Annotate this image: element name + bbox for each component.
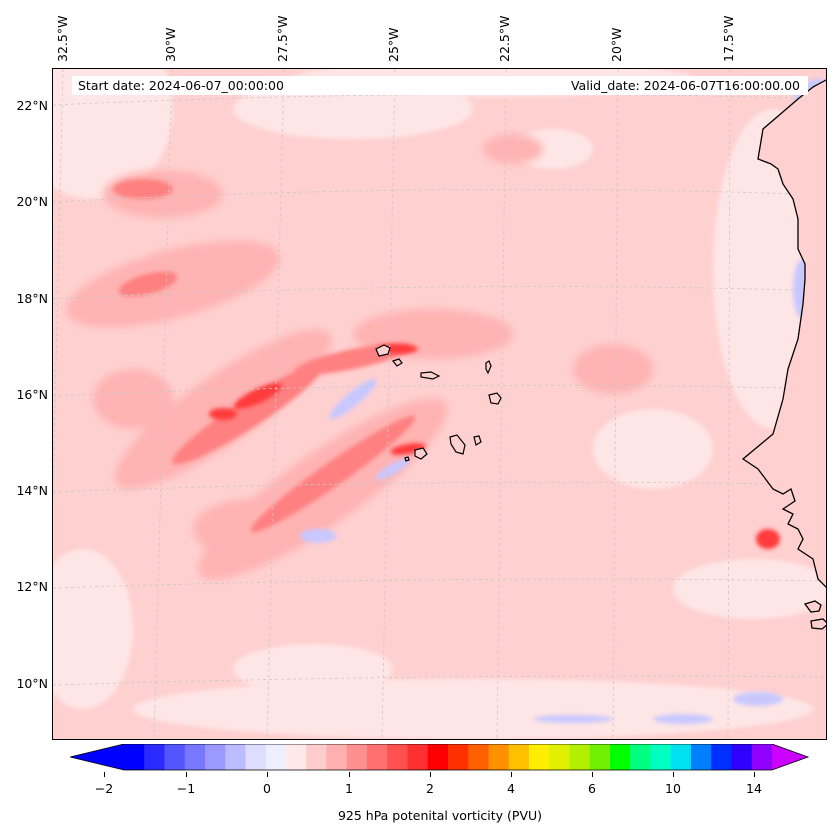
island-maio — [473, 435, 482, 446]
colorbar-tickmark — [104, 772, 105, 777]
colorbar-segment — [691, 744, 712, 770]
colorbar-segment — [569, 744, 591, 770]
colorbar-segment — [589, 744, 611, 770]
island-fogo — [414, 447, 428, 460]
island-santo-antao — [375, 344, 391, 357]
colorbar-segment — [670, 744, 692, 770]
lon-label-27.5w: 27.5°W — [275, 15, 290, 62]
valid-date-label: Valid_date: 2024-06-07T16:00:00.00 — [570, 78, 800, 93]
colorbar-segment — [306, 744, 328, 770]
island-outlines — [375, 344, 502, 462]
colorbar-segment — [367, 744, 388, 770]
colorbar-under-arrow — [70, 744, 124, 770]
colorbar-segment — [346, 744, 368, 770]
lon-label-25w: 25°W — [386, 27, 401, 62]
lat-label-16n: 16°N — [16, 387, 48, 402]
colorbar-segment — [124, 744, 145, 770]
pv-field-map — [53, 69, 826, 739]
island-sao-nicolau — [420, 371, 441, 380]
colorbar-segment — [448, 744, 469, 770]
colorbar-segment — [751, 744, 773, 770]
colorbar-segment — [387, 744, 409, 770]
lat-label-12n: 12°N — [16, 579, 48, 594]
colorbar-segment — [164, 744, 186, 770]
colorbar-segment — [427, 744, 449, 770]
colorbar-segment — [286, 744, 307, 770]
colorbar-segment — [468, 744, 490, 770]
colorbar-segment — [245, 744, 267, 770]
colorbar-segment — [529, 744, 550, 770]
colorbar-segment — [144, 744, 166, 770]
island-boa-vista — [488, 392, 502, 405]
colorbar-tick-0: 0 — [263, 781, 271, 796]
colorbar-segment — [711, 744, 733, 770]
colorbar-tickmark — [430, 772, 431, 777]
colorbar-segment — [326, 744, 348, 770]
colorbar-segment — [630, 744, 652, 770]
colorbar-segment — [731, 744, 753, 770]
lat-label-10n: 10°N — [16, 676, 48, 691]
lat-label-14n: 14°N — [16, 483, 48, 498]
colorbar-over-arrow — [772, 744, 808, 770]
colorbar-tickmark — [186, 772, 187, 777]
lat-label-20n: 20°N — [16, 194, 48, 209]
colorbar-segment — [205, 744, 226, 770]
lat-label-22n: 22°N — [16, 98, 48, 113]
gridlines — [53, 69, 826, 739]
lon-label-20w: 20°W — [609, 27, 624, 62]
date-banner: Start date: 2024-06-07_00:00:00 Valid_da… — [72, 76, 808, 95]
island-sal — [485, 360, 492, 375]
island-santiago — [449, 434, 466, 455]
colorbar-tick-4: 4 — [507, 781, 515, 796]
colorbar-segment — [488, 744, 510, 770]
colorbar-tick-neg2: −2 — [94, 781, 114, 796]
colorbar-segment — [225, 744, 247, 770]
lon-label-32.5w: 32.5°W — [55, 15, 70, 62]
colorbar — [70, 744, 810, 771]
colorbar-segment — [650, 744, 672, 770]
african-coastline — [741, 79, 826, 630]
colorbar-tick-2: 2 — [426, 781, 434, 796]
colorbar-segment — [265, 744, 287, 770]
colorbar-tickmark — [349, 772, 350, 777]
colorbar-segment — [549, 744, 571, 770]
lat-label-18n: 18°N — [16, 291, 48, 306]
colorbar-tickmark — [511, 772, 512, 777]
map-panel[interactable] — [52, 68, 827, 740]
lon-label-22.5w: 22.5°W — [497, 15, 512, 62]
colorbar-label: 925 hPa potenital vorticity (PVU) — [337, 808, 543, 823]
colorbar-segment — [508, 744, 530, 770]
colorbar-segment — [184, 744, 206, 770]
lon-label-17.5w: 17.5°W — [721, 15, 736, 62]
lon-label-30w: 30°W — [163, 27, 178, 62]
colorbar-tickmark — [592, 772, 593, 777]
colorbar-outline — [70, 744, 810, 771]
colorbar-tick-neg1: −1 — [176, 781, 196, 796]
colorbar-tick-14: 14 — [746, 781, 762, 796]
colorbar-tick-6: 6 — [588, 781, 596, 796]
colorbar-tick-10: 10 — [665, 781, 681, 796]
colorbar-tickmark — [267, 772, 268, 777]
start-date-label: Start date: 2024-06-07_00:00:00 — [78, 78, 284, 93]
colorbar-tickmark — [754, 772, 755, 777]
colorbar-tick-1: 1 — [345, 781, 353, 796]
colorbar-segment — [407, 744, 429, 770]
island-sao-vicente — [391, 358, 403, 367]
colorbar-tickmark — [673, 772, 674, 777]
colorbar-segment — [610, 744, 631, 770]
island-brava — [404, 456, 410, 462]
